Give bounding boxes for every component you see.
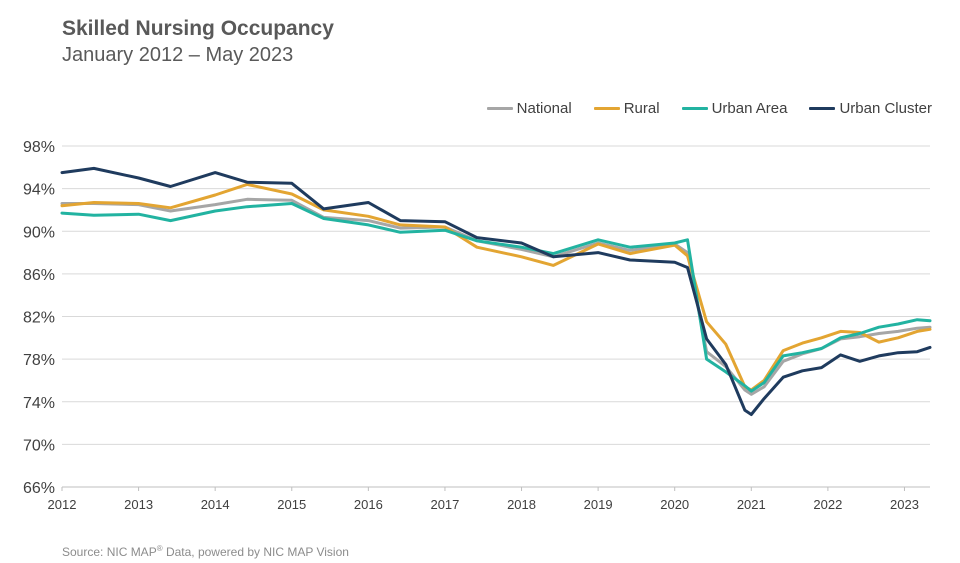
y-tick-label: 90% (23, 224, 55, 241)
legend-swatch (809, 107, 836, 110)
y-tick-label: 66% (23, 480, 55, 497)
source-reg-mark: ® (156, 544, 163, 553)
x-tick-label: 2020 (660, 497, 689, 512)
y-tick-label: 70% (23, 437, 55, 454)
x-tick-label: 2019 (584, 497, 613, 512)
y-tick-label: 78% (23, 352, 55, 369)
y-tick-label: 94% (23, 182, 55, 199)
legend-label: Urban Cluster (839, 100, 932, 117)
legend-swatch (593, 107, 620, 110)
series-line-urban-area (60, 202, 932, 393)
source-suffix: Data, powered by NIC MAP Vision (162, 545, 349, 559)
legend-label: Rural (623, 100, 660, 117)
x-tick-label: 2016 (354, 497, 383, 512)
x-tick-label: 2013 (124, 497, 153, 512)
x-tick-label: 2021 (737, 497, 766, 512)
x-tick-label: 2023 (890, 497, 919, 512)
x-tick-label: 2014 (201, 497, 230, 512)
x-tick-label: 2018 (507, 497, 536, 512)
legend-label: National (516, 100, 572, 117)
series-line-national (60, 197, 932, 396)
legend-swatch (486, 107, 513, 110)
x-tick-label: 2012 (48, 497, 77, 512)
legend-item-urban-cluster: Urban Cluster (809, 100, 932, 117)
x-tick-label: 2022 (813, 497, 842, 512)
source-note: Source: NIC MAP® Data, powered by NIC MA… (62, 544, 349, 559)
y-tick-label: 98% (23, 139, 55, 156)
legend-label: Urban Area (711, 100, 788, 117)
y-tick-label: 74% (23, 395, 55, 412)
y-tick-label: 82% (23, 310, 55, 327)
chart-title: Skilled Nursing Occupancy (62, 17, 334, 40)
legend-swatch (681, 107, 708, 110)
source-prefix: Source: NIC MAP (62, 545, 157, 559)
chart-subtitle: January 2012 – May 2023 (62, 44, 294, 66)
chart-legend: National Rural Urban Area Urban Cluster (486, 100, 932, 117)
series-line-rural (60, 182, 932, 392)
legend-item-national: National (486, 100, 572, 117)
x-tick-label: 2017 (430, 497, 459, 512)
series-line-urban-cluster (60, 166, 932, 416)
x-tick-label: 2015 (277, 497, 306, 512)
legend-item-rural: Rural (593, 100, 660, 117)
y-tick-label: 86% (23, 267, 55, 284)
legend-item-urban-area: Urban Area (681, 100, 788, 117)
